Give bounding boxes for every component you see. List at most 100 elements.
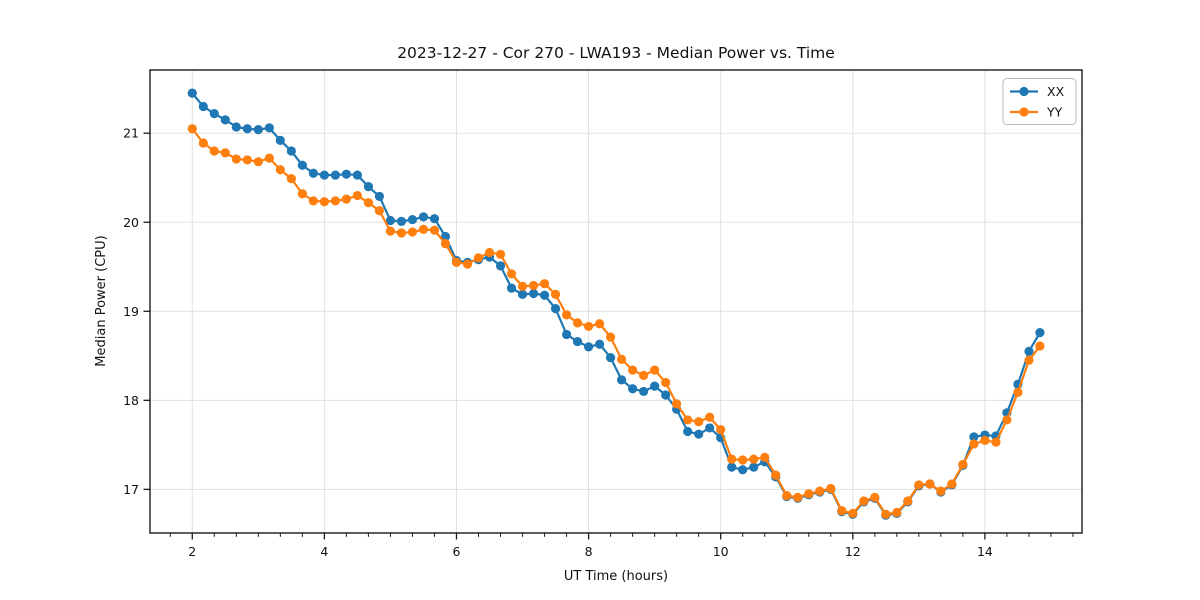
data-point <box>319 197 329 207</box>
data-point <box>517 281 528 291</box>
x-tick-label: 2 <box>188 544 196 559</box>
legend-box <box>1002 78 1077 125</box>
data-point <box>440 239 451 249</box>
x-tick-label: 14 <box>977 544 993 559</box>
data-point <box>396 216 407 226</box>
data-point <box>418 224 429 234</box>
data-point <box>925 479 935 489</box>
data-point <box>683 415 693 425</box>
data-point <box>396 228 407 238</box>
data-point <box>969 439 979 449</box>
y-axis-label: Median Power (CPU) <box>94 235 109 366</box>
data-point <box>595 319 605 329</box>
data-point <box>187 88 197 98</box>
legend-entry-YY: YY <box>1010 105 1063 120</box>
data-point <box>936 486 946 496</box>
legend-label: YY <box>1046 105 1063 120</box>
data-point <box>705 412 715 422</box>
data-point <box>826 483 836 494</box>
data-point <box>462 259 473 269</box>
data-point <box>870 492 880 502</box>
data-point <box>264 153 274 163</box>
y-tick-label: 21 <box>123 126 139 141</box>
data-point <box>705 423 715 433</box>
data-point <box>639 370 649 380</box>
y-tick-label: 20 <box>123 215 139 230</box>
data-point <box>198 101 208 112</box>
data-point <box>617 375 627 385</box>
data-point <box>683 426 693 437</box>
chart-title: 2023-12-27 - Cor 270 - LWA193 - Median P… <box>397 44 835 62</box>
data-point <box>429 214 440 224</box>
data-point <box>969 432 979 442</box>
data-point <box>517 289 528 299</box>
data-point <box>473 253 484 263</box>
data-point <box>1035 328 1045 338</box>
data-point <box>628 384 638 394</box>
data-point <box>418 212 429 222</box>
plot-frame <box>149 69 1083 534</box>
data-point <box>881 509 891 519</box>
y-tick-label: 17 <box>123 482 139 497</box>
data-point <box>297 160 307 170</box>
data-point <box>363 182 374 192</box>
data-point <box>605 352 616 363</box>
data-point <box>539 279 550 289</box>
data-point <box>561 310 572 320</box>
data-point <box>749 454 759 464</box>
data-point <box>341 169 351 179</box>
data-point <box>253 125 263 135</box>
data-point <box>231 122 241 132</box>
data-point <box>1024 355 1034 365</box>
data-point <box>374 206 384 216</box>
data-point <box>319 170 329 180</box>
data-point <box>539 290 550 300</box>
data-point <box>330 170 341 180</box>
data-point <box>650 381 660 391</box>
data-point <box>242 155 252 165</box>
data-point <box>782 491 792 501</box>
data-point <box>1013 387 1023 397</box>
data-point <box>1024 346 1034 356</box>
data-point <box>209 109 219 119</box>
data-point <box>275 165 285 175</box>
data-point <box>583 342 594 352</box>
data-point <box>297 189 307 199</box>
data-point <box>661 390 671 400</box>
data-point <box>694 429 704 439</box>
data-point <box>572 318 583 328</box>
data-point <box>528 288 539 299</box>
data-point <box>561 329 572 340</box>
data-point <box>650 365 660 375</box>
data-point <box>352 190 362 201</box>
data-point <box>506 283 517 293</box>
data-point <box>275 135 285 145</box>
x-tick-label: 6 <box>453 544 461 559</box>
data-point <box>550 304 561 314</box>
data-point <box>1035 341 1045 351</box>
data-point <box>484 247 495 258</box>
data-point <box>815 486 825 496</box>
data-point <box>385 215 396 226</box>
data-point <box>914 480 924 490</box>
data-point <box>958 459 968 470</box>
data-point <box>352 170 362 180</box>
data-point <box>407 214 418 225</box>
data-point <box>264 123 274 133</box>
data-point <box>187 124 197 134</box>
data-point <box>330 196 341 206</box>
data-point <box>429 225 440 235</box>
gridlines <box>150 70 1082 533</box>
legend-entry-XX: XX <box>1010 84 1065 99</box>
data-series <box>187 88 1045 520</box>
data-point <box>495 249 506 259</box>
data-point <box>804 489 814 499</box>
data-point <box>848 508 858 519</box>
series-YY <box>187 124 1045 519</box>
data-point <box>639 386 649 397</box>
data-point <box>738 465 748 475</box>
data-point <box>286 174 296 184</box>
data-point <box>837 506 847 516</box>
series-XX <box>187 88 1045 520</box>
data-point <box>727 462 737 472</box>
